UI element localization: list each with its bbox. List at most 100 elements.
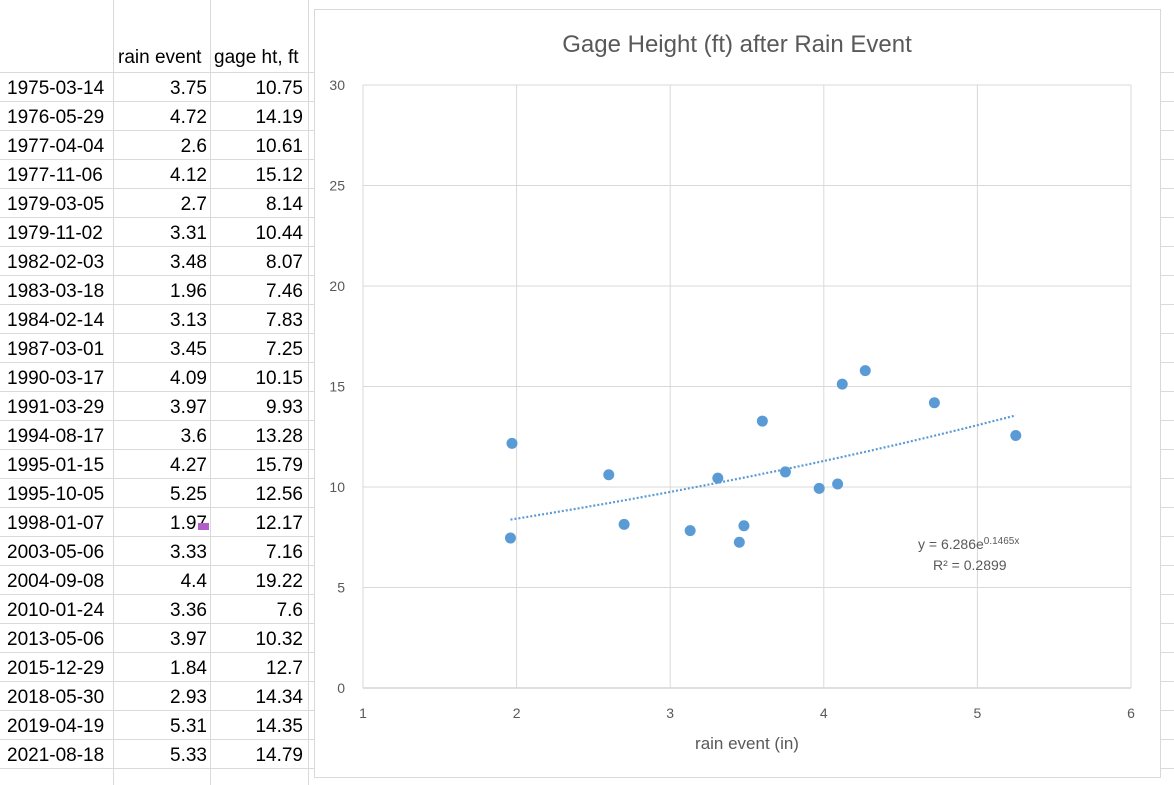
rain-cell[interactable]: 4.72 — [170, 107, 207, 128]
rain-cell[interactable]: 1.97 — [170, 513, 207, 534]
gage-cell[interactable]: 7.16 — [266, 542, 303, 563]
gage-cell[interactable]: 10.44 — [255, 223, 303, 244]
data-point[interactable] — [779, 466, 791, 478]
rain-cell[interactable]: 2.6 — [180, 136, 207, 157]
x-tick-label: 6 — [1127, 705, 1135, 721]
gage-cell[interactable]: 8.14 — [266, 194, 303, 215]
date-cell[interactable]: 1994-08-17 — [7, 426, 105, 447]
plot-gridlines — [362, 84, 1132, 689]
data-point[interactable] — [836, 378, 848, 390]
date-cell[interactable]: 1975-03-14 — [7, 78, 105, 99]
rain-cell[interactable]: 5.25 — [170, 484, 207, 505]
gage-cell[interactable]: 14.79 — [255, 745, 303, 766]
data-point[interactable] — [832, 478, 844, 490]
y-tick-label: 0 — [337, 680, 345, 696]
gage-cell[interactable]: 19.22 — [255, 571, 303, 592]
rain-cell[interactable]: 3.13 — [170, 310, 207, 331]
data-point[interactable] — [1010, 430, 1022, 442]
rain-cell[interactable]: 3.48 — [170, 252, 207, 273]
gage-cell[interactable]: 15.12 — [255, 165, 303, 186]
data-point[interactable] — [603, 469, 615, 481]
rain-cell[interactable]: 3.6 — [180, 426, 207, 447]
trendline[interactable] — [510, 414, 1017, 521]
gage-cell[interactable]: 15.79 — [255, 455, 303, 476]
date-cell[interactable]: 2004-09-08 — [7, 571, 105, 592]
chart-area[interactable]: Gage Height (ft) after Rain Event 0 5 10 15… — [314, 9, 1161, 778]
date-cell[interactable]: 1987-03-01 — [7, 339, 105, 360]
date-cell[interactable]: 2003-05-06 — [7, 542, 105, 563]
data-point[interactable] — [506, 437, 518, 449]
data-point[interactable] — [738, 520, 750, 532]
rain-cell[interactable]: 3.97 — [170, 397, 207, 418]
data-point[interactable] — [756, 415, 768, 427]
rain-cell[interactable]: 5.33 — [170, 745, 207, 766]
date-cell[interactable]: 1977-11-06 — [7, 165, 103, 186]
gage-cell[interactable]: 14.19 — [255, 107, 303, 128]
gage-cell[interactable]: 14.35 — [255, 716, 303, 737]
rain-cell[interactable]: 3.36 — [170, 600, 207, 621]
gage-cell[interactable]: 12.56 — [255, 484, 303, 505]
x-axis-tick-labels: 1 2 3 4 5 6 — [359, 705, 1135, 721]
rain-cell[interactable]: 4.09 — [170, 368, 207, 389]
x-tick-label: 5 — [974, 705, 982, 721]
date-cell[interactable]: 2018-05-30 — [7, 687, 105, 708]
date-cell[interactable]: 1998-01-07 — [7, 513, 105, 534]
rain-cell[interactable]: 4.4 — [180, 571, 207, 592]
rain-cell[interactable]: 4.12 — [170, 165, 207, 186]
gage-cell[interactable]: 12.17 — [255, 513, 303, 534]
gage-cell[interactable]: 10.75 — [255, 78, 303, 99]
date-cell[interactable]: 1995-01-15 — [7, 455, 105, 476]
gage-cell[interactable]: 7.25 — [266, 339, 303, 360]
rain-cell[interactable]: 1.96 — [170, 281, 207, 302]
trendline-equation: y = 6.286e0.1465x — [918, 536, 1019, 552]
date-cell[interactable]: 1984-02-14 — [7, 310, 105, 331]
rain-cell[interactable]: 3.45 — [170, 339, 207, 360]
gage-cell[interactable]: 7.83 — [266, 310, 303, 331]
date-cell[interactable]: 1979-11-02 — [7, 223, 103, 244]
date-cell[interactable]: 2013-05-06 — [7, 629, 105, 650]
rain-cell[interactable]: 3.75 — [170, 78, 207, 99]
rain-cell[interactable]: 3.33 — [170, 542, 207, 563]
date-cell[interactable]: 2019-04-19 — [7, 716, 105, 737]
date-cell[interactable]: 1990-03-17 — [7, 368, 105, 389]
date-cell[interactable]: 1976-05-29 — [7, 107, 105, 128]
data-point[interactable] — [733, 536, 745, 548]
date-cell[interactable]: 1977-04-04 — [7, 136, 105, 157]
gage-cell[interactable]: 8.07 — [266, 252, 303, 273]
rain-cell[interactable]: 3.97 — [170, 629, 207, 650]
data-point[interactable] — [618, 518, 630, 530]
exponential-trendline[interactable] — [510, 414, 1017, 521]
header-gage-height[interactable]: gage ht, ft — [214, 47, 299, 68]
gage-cell[interactable]: 13.28 — [255, 426, 303, 447]
data-point[interactable] — [928, 397, 940, 409]
date-cell[interactable]: 2015-12-29 — [7, 658, 105, 679]
data-point[interactable] — [859, 365, 871, 377]
rain-cell[interactable]: 2.7 — [180, 194, 207, 215]
rain-cell[interactable]: 3.31 — [170, 223, 207, 244]
gage-cell[interactable]: 9.93 — [266, 397, 303, 418]
data-point[interactable] — [504, 532, 516, 544]
date-cell[interactable]: 1991-03-29 — [7, 397, 105, 418]
date-cell[interactable]: 1979-03-05 — [7, 194, 105, 215]
data-point[interactable] — [684, 525, 696, 537]
rain-cell[interactable]: 2.93 — [170, 687, 207, 708]
rain-cell[interactable]: 1.84 — [170, 658, 207, 679]
date-cell[interactable]: 1982-02-03 — [7, 252, 105, 273]
rain-cell[interactable]: 4.27 — [170, 455, 207, 476]
data-point[interactable] — [813, 482, 825, 494]
date-cell[interactable]: 1995-10-05 — [7, 484, 105, 505]
date-cell[interactable]: 1983-03-18 — [7, 281, 105, 302]
gage-cell[interactable]: 14.34 — [255, 687, 303, 708]
gage-cell[interactable]: 10.61 — [255, 136, 303, 157]
comment-indicator[interactable] — [198, 523, 209, 530]
gage-cell[interactable]: 10.15 — [255, 368, 303, 389]
gage-cell[interactable]: 12.7 — [266, 658, 303, 679]
gage-cell[interactable]: 7.6 — [276, 600, 303, 621]
date-cell[interactable]: 2021-08-18 — [7, 745, 105, 766]
date-cell[interactable]: 2010-01-24 — [7, 600, 105, 621]
gage-cell[interactable]: 7.46 — [266, 281, 303, 302]
rain-cell[interactable]: 5.31 — [170, 716, 207, 737]
header-rain-event[interactable]: rain event — [118, 47, 202, 68]
data-point[interactable] — [712, 472, 724, 484]
gage-cell[interactable]: 10.32 — [255, 629, 303, 650]
